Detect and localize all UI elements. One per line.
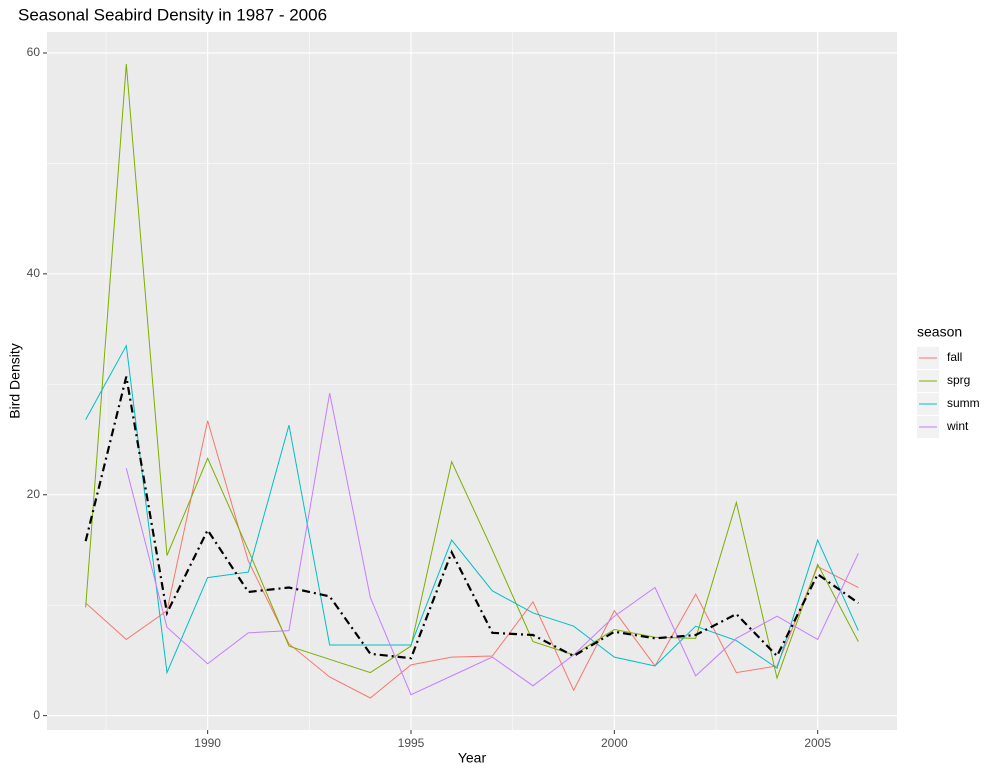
series-line [85,344,859,675]
x-tick-label: 2005 [804,736,831,750]
y-axis-label: Bird Density [7,343,23,418]
y-tick-label: 20 [27,487,41,501]
legend-title: season [917,324,962,340]
series-line [85,420,859,699]
y-tick-label: 60 [27,45,41,59]
x-tick-label: 2000 [601,736,628,750]
x-tick-label: 1995 [398,736,425,750]
legend-label: summ [947,396,980,410]
legend-label: wint [946,419,969,433]
legend-label: sprg [947,373,970,387]
series-line [84,376,859,660]
x-tick-label: 1990 [194,736,221,750]
legend-label: fall [947,350,962,364]
series-line [85,63,859,680]
y-tick-label: 0 [33,708,40,722]
x-axis-label: Year [458,750,487,766]
chart-title: Seasonal Seabird Density in 1987 - 2006 [18,5,327,24]
series-line [125,393,859,696]
y-tick-label: 40 [27,266,41,280]
panel [47,32,897,730]
